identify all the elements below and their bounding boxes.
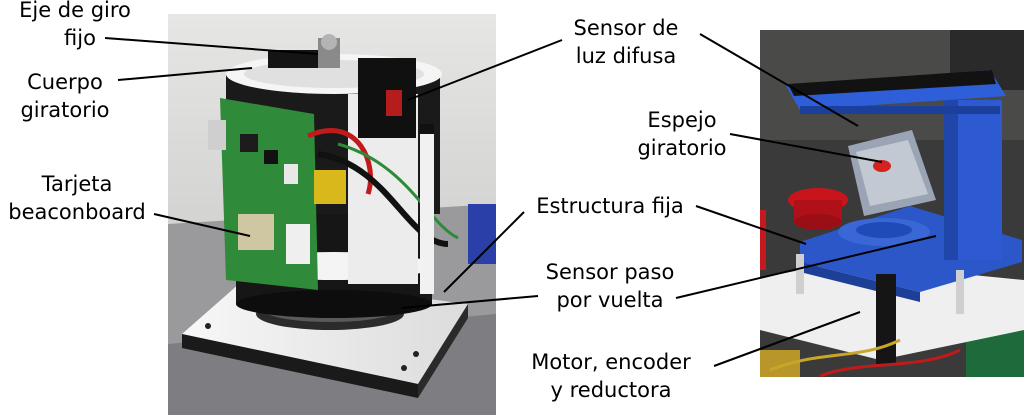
label-espejo-line-2: giratorio <box>637 136 727 160</box>
mirror-assembly-illustration <box>760 30 1024 377</box>
leader-espejo <box>729 133 883 163</box>
label-sensor-luz-line-2: luz difusa <box>575 44 677 68</box>
label-eje-de-giro-line-2: fijo <box>64 26 96 50</box>
leader-sensor-luz-right <box>699 33 859 127</box>
leader-cuerpo-giratorio <box>117 67 253 81</box>
label-estructura-line-1: Estructura fija <box>536 194 684 218</box>
leader-sensor-paso-left <box>401 295 539 309</box>
label-espejo-giratorio: Espejo giratorio <box>620 106 744 162</box>
label-tarjeta-beaconboard: Tarjeta beaconboard <box>0 170 154 226</box>
label-estructura-fija: Estructura fija <box>520 192 700 220</box>
leader-motor <box>713 311 861 367</box>
label-espejo-line-1: Espejo <box>647 108 717 132</box>
label-cuerpo-giratorio-line-2: giratorio <box>20 98 110 122</box>
label-motor-line-1: Motor, encoder <box>531 350 691 374</box>
leader-eje-de-giro <box>104 37 319 55</box>
label-sensor-luz-difusa: Sensor de luz difusa <box>556 14 696 70</box>
label-sensor-paso-line-2: por vuelta <box>556 288 664 312</box>
leader-sensor-luz <box>407 39 563 101</box>
label-eje-de-giro: Eje de giro fijo <box>0 0 150 52</box>
label-eje-de-giro-line-1: Eje de giro <box>19 0 131 22</box>
label-sensor-luz-line-1: Sensor de <box>573 16 679 40</box>
beacon-assembly-illustration <box>168 14 496 415</box>
leader-estructura-left <box>443 211 525 293</box>
leader-sensor-paso-right <box>675 235 937 299</box>
label-cuerpo-giratorio: Cuerpo giratorio <box>0 68 130 124</box>
label-tarjeta-line-2: beaconboard <box>8 200 146 224</box>
left-photo <box>168 14 496 415</box>
leader-estructura-right <box>695 205 807 245</box>
leader-tarjeta <box>153 213 251 237</box>
label-tarjeta-line-1: Tarjeta <box>41 172 113 196</box>
label-motor-encoder-reductora: Motor, encoder y reductora <box>528 348 694 404</box>
label-motor-line-2: y reductora <box>550 378 672 402</box>
label-sensor-paso-por-vuelta: Sensor paso por vuelta <box>530 258 690 314</box>
label-cuerpo-giratorio-line-1: Cuerpo <box>27 70 103 94</box>
right-photo <box>760 30 1024 377</box>
label-sensor-paso-line-1: Sensor paso <box>545 260 675 284</box>
